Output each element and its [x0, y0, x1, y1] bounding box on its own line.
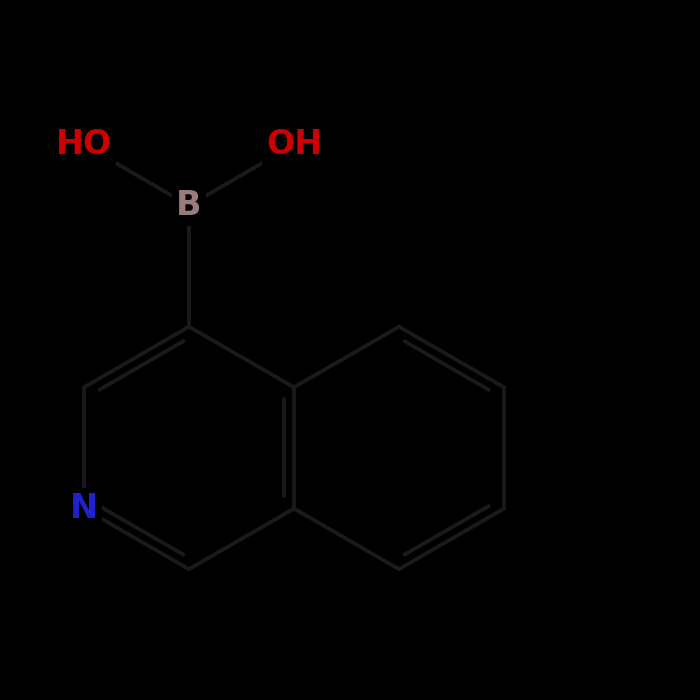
Text: OH: OH: [266, 128, 322, 161]
Text: N: N: [70, 492, 98, 525]
Text: B: B: [176, 189, 202, 222]
Text: HO: HO: [56, 128, 112, 161]
